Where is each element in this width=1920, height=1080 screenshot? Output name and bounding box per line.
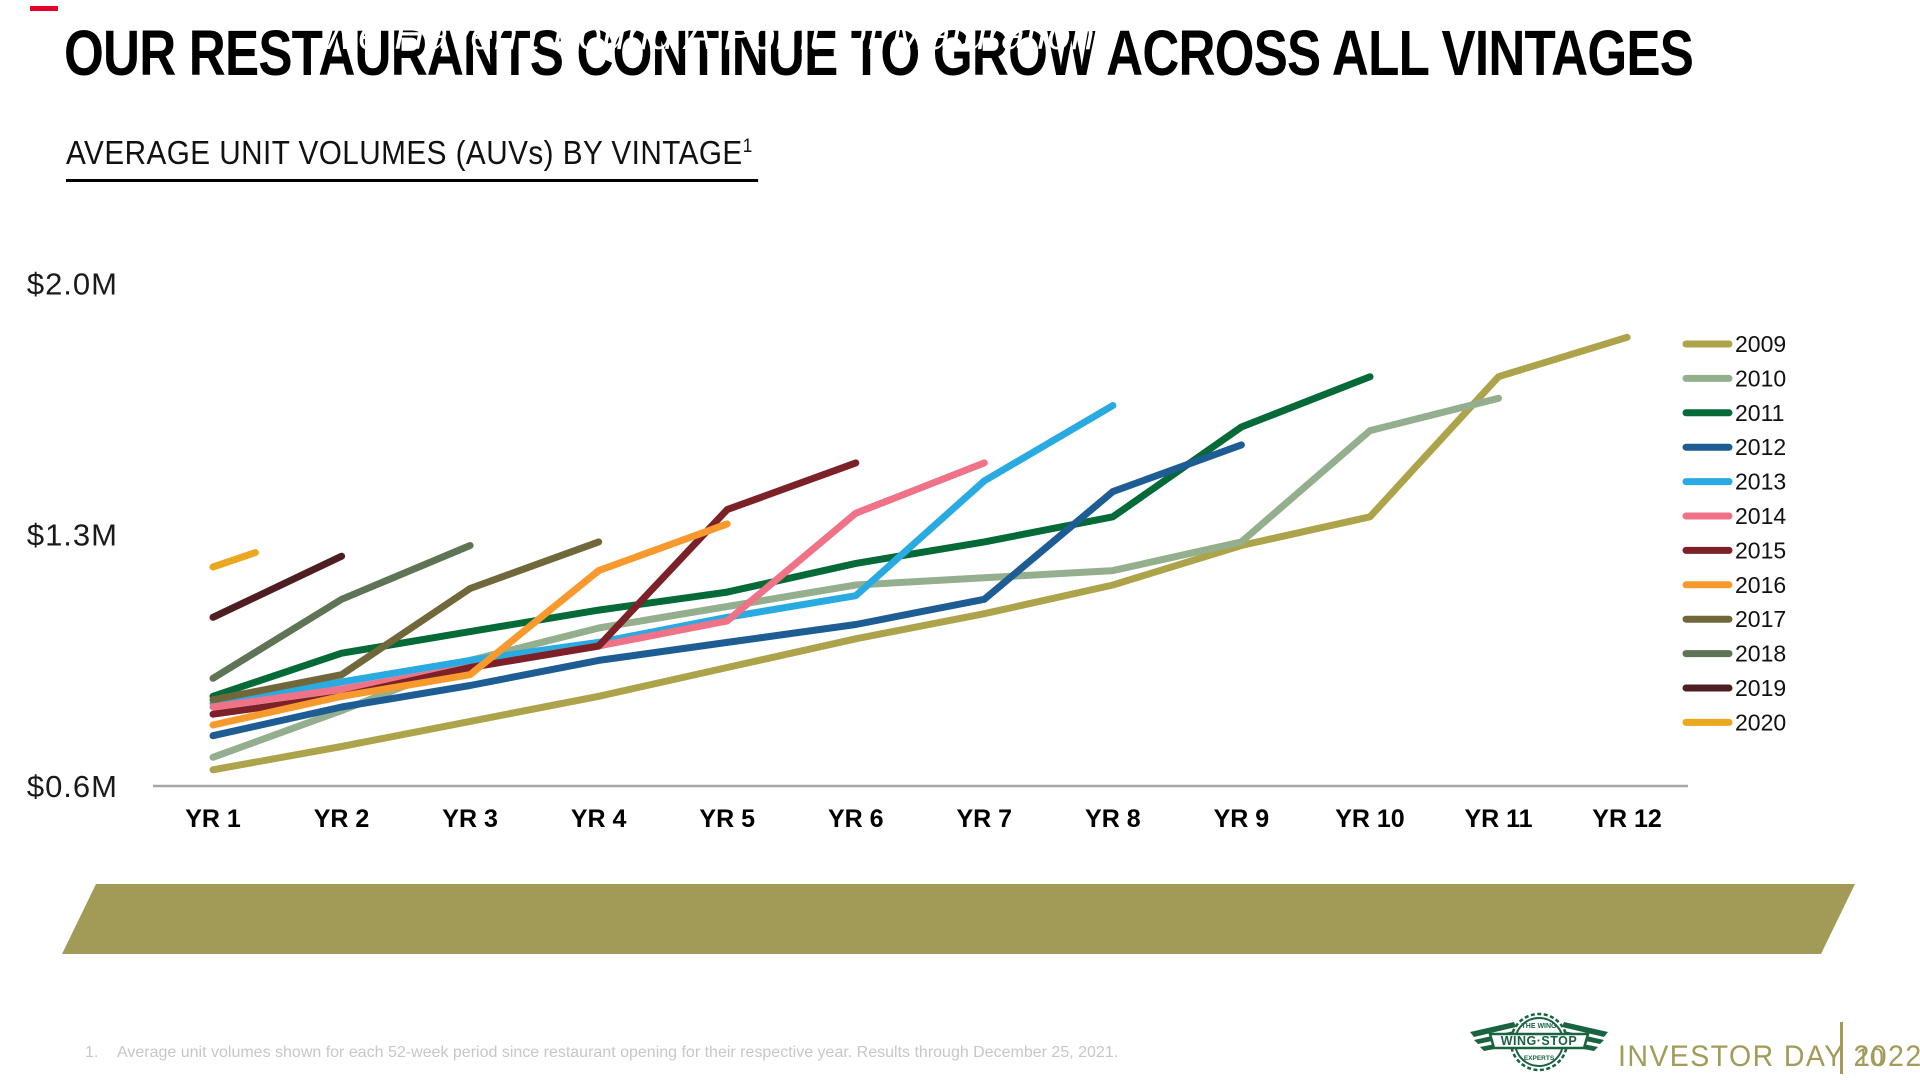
- series-line-2017: [209, 538, 603, 704]
- footnote-index: 1.: [85, 1044, 99, 1061]
- wingstop-logo-bottom-text: EXPERTS: [1524, 1055, 1555, 1062]
- legend-label-2012: 2012: [1735, 434, 1786, 460]
- footer-divider: [1840, 1022, 1843, 1074]
- series-line-2009: [209, 333, 1631, 774]
- chart-subtitle-text: AVERAGE UNIT VOLUMES (AUVs) BY VINTAGE: [66, 134, 743, 171]
- legend-label-2011: 2011: [1735, 400, 1784, 426]
- chart-subtitle-wrap: AVERAGE UNIT VOLUMES (AUVs) BY VINTAGE1: [66, 134, 759, 182]
- x-tick-label-YR-2: YR 2: [314, 805, 370, 833]
- chart-subtitle: AVERAGE UNIT VOLUMES (AUVs) BY VINTAGE1: [66, 134, 759, 182]
- legend-label-2018: 2018: [1735, 641, 1786, 667]
- maturation-banner: [62, 884, 1855, 954]
- legend-label-2020: 2020: [1735, 709, 1786, 735]
- series-line-2020: [209, 549, 259, 571]
- x-tick-label-YR-1: YR 1: [185, 805, 241, 833]
- footer-event-label: INVESTOR DAY 2022: [1618, 1040, 1920, 1073]
- legend-label-2013: 2013: [1735, 469, 1786, 495]
- y-tick-label-2: $0.6M: [27, 769, 118, 804]
- x-tick-label-YR-12: YR 12: [1592, 805, 1661, 833]
- red-accent-dash: [30, 6, 58, 11]
- wingstop-logo: THE WING WING·STOP EXPERTS: [1470, 1012, 1608, 1072]
- y-tick-label-1: $1.3M: [27, 518, 118, 553]
- legend-label-2019: 2019: [1735, 675, 1786, 701]
- x-tick-label-YR-10: YR 10: [1335, 805, 1404, 833]
- x-tick-label-YR-5: YR 5: [699, 805, 755, 833]
- legend-label-2009: 2009: [1735, 331, 1786, 357]
- series-line-2010: [209, 394, 1502, 761]
- legend-label-2010: 2010: [1735, 365, 1786, 391]
- legend-label-2016: 2016: [1735, 572, 1786, 598]
- x-tick-label-YR-3: YR 3: [442, 805, 498, 833]
- x-tick-label-YR-11: YR 11: [1464, 805, 1532, 833]
- series-line-2013: [209, 402, 1117, 707]
- y-tick-label-0: $2.0M: [27, 266, 118, 301]
- footnote: 1. Average unit volumes shown for each 52…: [85, 1044, 1118, 1062]
- x-tick-label-YR-6: YR 6: [828, 805, 884, 833]
- series-line-2019: [209, 552, 346, 621]
- wingstop-logo-ribbon: WING·STOP: [1488, 1032, 1590, 1050]
- legend-label-2014: 2014: [1735, 503, 1786, 529]
- x-tick-label-YR-9: YR 9: [1214, 805, 1270, 833]
- legend-label-2017: 2017: [1735, 606, 1786, 632]
- maturation-banner-text: We Haven’t Found A Point Of Maturation!: [318, 11, 1108, 58]
- series-line-2012: [209, 441, 1245, 740]
- wingstop-logo-wordmark: WING·STOP: [1501, 1034, 1578, 1048]
- page-number: 10: [1856, 1044, 1884, 1072]
- wingstop-logo-top-text: THE WING: [1522, 1023, 1558, 1030]
- footnote-text: Average unit volumes shown for each 52-w…: [117, 1044, 1119, 1061]
- legend-label-2015: 2015: [1735, 537, 1786, 563]
- x-tick-label-YR-7: YR 7: [957, 805, 1013, 833]
- series-line-2018: [209, 542, 474, 682]
- series-line-2016: [209, 520, 731, 729]
- auv-chart: $2.0M $1.3M $0.6M YR 1 YR 2 YR 3 YR 4 YR 5 YR 6 Y…: [27, 266, 1787, 833]
- x-tick-label-YR-4: YR 4: [571, 805, 627, 833]
- x-tick-label-YR-8: YR 8: [1085, 805, 1141, 833]
- auv-line-chart-svg: $2.0M $1.3M $0.6M YR 1 YR 2 YR 3 YR 4 YR 5 YR 6 Y…: [27, 266, 1787, 833]
- page-title: OUR RESTAURANTS CONTINUE TO GROW ACROSS …: [64, 17, 1694, 89]
- chart-subtitle-footnote-ref: 1: [742, 136, 753, 157]
